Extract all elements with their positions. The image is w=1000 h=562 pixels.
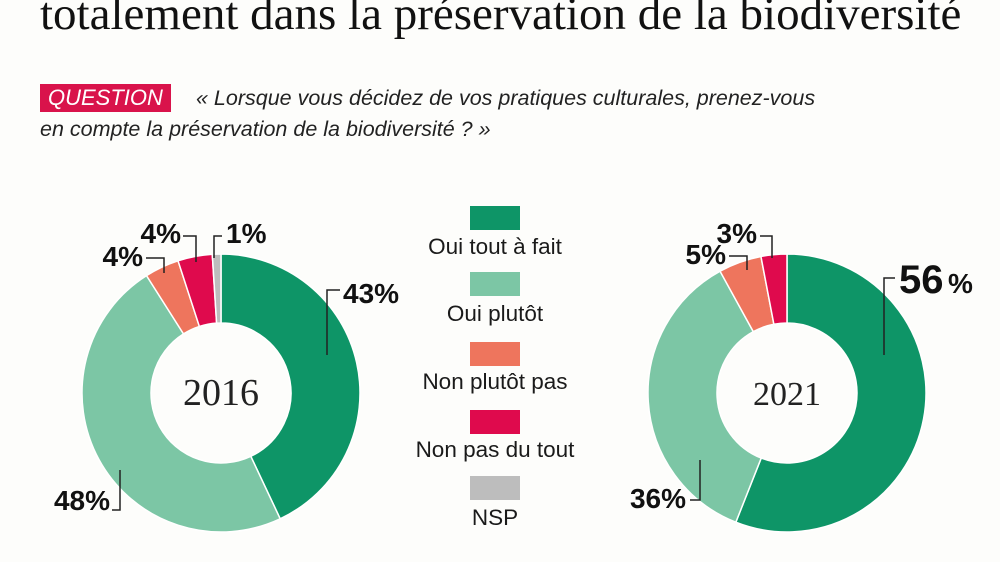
- question-text-line-1: « Lorsque vous décidez de vos pratiques …: [196, 86, 816, 110]
- legend-label-nsp: NSP: [471, 505, 519, 530]
- slice-2021-oui-tout-a-fait: [734, 253, 927, 533]
- pct-label-2021-non-pas-du-tout: 3%: [717, 218, 758, 249]
- slice-2021-non-pas-du-tout: [760, 253, 788, 326]
- donut-2021: [647, 253, 927, 533]
- slice-2016-oui-plutot: [81, 274, 282, 533]
- pct-label-2016-nsp: 1%: [226, 218, 267, 249]
- pct-label-2016-non-pas-du-tout: 4%: [141, 218, 182, 249]
- center-label-2016: 2016: [183, 372, 259, 414]
- center-label-2021: 2021: [753, 376, 821, 413]
- legend-swatch-non-plutot-pas: [470, 342, 520, 366]
- slice-2016-nsp: [211, 253, 222, 324]
- legend-swatch-nsp: [470, 476, 520, 500]
- headline-title: totalement dans la préservation de la bi…: [40, 0, 962, 40]
- pct-label-2021-oui-tout-a-fait: 56 %: [899, 258, 973, 302]
- pct-label-2021-oui-plutot: 36%: [630, 483, 686, 514]
- labels-2021: 56 % 36% 5% 3%: [630, 218, 973, 514]
- question-badge: QUESTION: [40, 84, 171, 112]
- pct-label-2016-oui-plutot: 48%: [54, 485, 110, 516]
- legend-swatch-non-pas-du-tout: [470, 410, 520, 434]
- donut-2016: [81, 253, 361, 533]
- legend-label-oui-tout-a-fait: Oui tout à fait: [428, 234, 562, 259]
- pct-value-2021-oui-tout-a-fait: 56: [899, 258, 944, 302]
- pct-label-2021-non-plutot-pas: 5%: [686, 239, 727, 270]
- slice-2016-oui-tout-a-fait: [220, 253, 361, 520]
- legend-label-non-plutot-pas: Non plutôt pas: [422, 369, 568, 394]
- pct-label-2016-oui-tout-a-fait: 43%: [343, 278, 399, 309]
- legend-label-non-pas-du-tout: Non pas du tout: [415, 437, 575, 462]
- pct-label-2016-non-plutot-pas: 4%: [103, 241, 144, 272]
- legend-swatch-oui-tout-a-fait: [470, 206, 520, 230]
- pct-suffix-2021-oui-tout-a-fait: %: [948, 268, 973, 299]
- question-text-line-2: en compte la préservation de la biodiver…: [40, 117, 491, 141]
- slice-2021-oui-plutot: [647, 270, 763, 524]
- labels-2016: 43% 48% 4% 4% 1%: [54, 218, 399, 516]
- legend-label-oui-plutot: Oui plutôt: [446, 301, 544, 326]
- legend-swatch-oui-plutot: [470, 272, 520, 296]
